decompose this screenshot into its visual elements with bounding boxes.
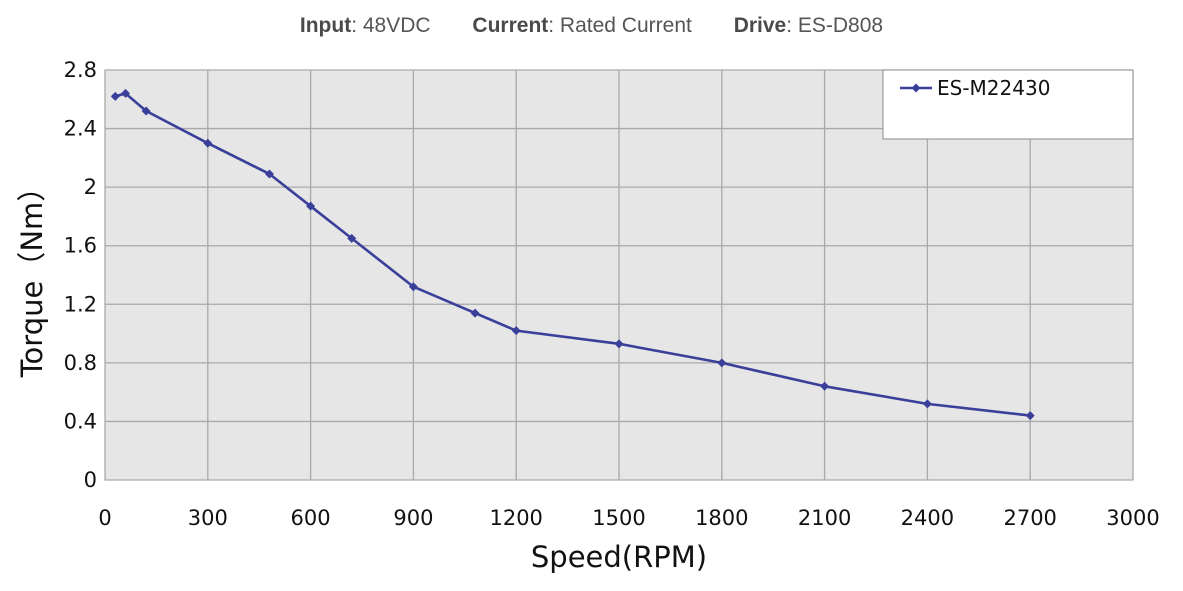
x-tick-label: 900 bbox=[393, 506, 433, 530]
data-point bbox=[511, 326, 521, 336]
y-tick-labels: 0 0.4 0.8 1.2 1.6 2 2.4 2.8 bbox=[64, 58, 97, 492]
input-label: Input bbox=[299, 14, 352, 37]
input-value: : 48VDC bbox=[351, 14, 431, 37]
series-layer bbox=[110, 88, 1035, 421]
chart-subtitle: Input: 48VDC Current: Rated Current Driv… bbox=[0, 14, 1183, 38]
data-point bbox=[203, 138, 213, 148]
data-point bbox=[717, 358, 727, 368]
data-point bbox=[820, 381, 830, 391]
y-tick-label: 2.4 bbox=[64, 117, 97, 141]
legend-entry-label: ES-M22430 bbox=[937, 76, 1050, 100]
current-value: : Rated Current bbox=[548, 14, 692, 37]
x-tick-label: 2400 bbox=[901, 506, 954, 530]
x-tick-label: 0 bbox=[98, 506, 111, 530]
drive-value: : ES-D808 bbox=[786, 14, 884, 37]
legend-marker bbox=[911, 83, 921, 93]
data-point bbox=[614, 339, 624, 349]
x-tick-label: 1500 bbox=[592, 506, 645, 530]
x-axis-label: Speed(RPM) bbox=[531, 540, 707, 574]
data-point bbox=[408, 282, 418, 292]
x-tick-label: 1800 bbox=[695, 506, 748, 530]
x-tick-label: 2100 bbox=[798, 506, 851, 530]
data-point bbox=[121, 88, 131, 98]
legend-box bbox=[882, 69, 1134, 140]
x-tick-label: 2700 bbox=[1003, 506, 1056, 530]
x-tick-label: 300 bbox=[188, 506, 228, 530]
y-axis-label: Torque（Nm） bbox=[15, 173, 49, 379]
data-point bbox=[141, 106, 151, 116]
drive-label: Drive bbox=[733, 14, 787, 37]
data-point bbox=[306, 201, 316, 211]
y-tick-label: 2 bbox=[84, 175, 97, 199]
current-spec: Current: Rated Current bbox=[472, 14, 691, 37]
y-tick-label: 0.4 bbox=[64, 409, 97, 433]
data-point bbox=[264, 169, 274, 179]
data-point bbox=[470, 308, 480, 318]
x-tick-label: 3000 bbox=[1106, 506, 1159, 530]
x-tick-label: 1200 bbox=[489, 506, 542, 530]
data-point bbox=[1025, 411, 1035, 421]
y-tick-label: 1.2 bbox=[64, 292, 97, 316]
data-point bbox=[922, 399, 932, 409]
y-tick-label: 0 bbox=[84, 468, 97, 492]
data-point bbox=[347, 233, 357, 243]
y-tick-label: 0.8 bbox=[64, 351, 97, 375]
legend: ES-M22430 bbox=[882, 69, 1134, 140]
y-tick-label: 1.6 bbox=[64, 234, 97, 258]
data-point bbox=[110, 91, 120, 101]
x-tick-labels: 0 300 600 900 1200 1500 1800 2100 2400 2700 3000 bbox=[98, 506, 1159, 530]
input-spec: Input: 48VDC bbox=[300, 14, 431, 37]
current-label: Current bbox=[472, 14, 549, 37]
drive-spec: Drive: ES-D808 bbox=[734, 14, 883, 37]
x-tick-label: 600 bbox=[291, 506, 331, 530]
y-tick-label: 2.8 bbox=[64, 58, 97, 82]
